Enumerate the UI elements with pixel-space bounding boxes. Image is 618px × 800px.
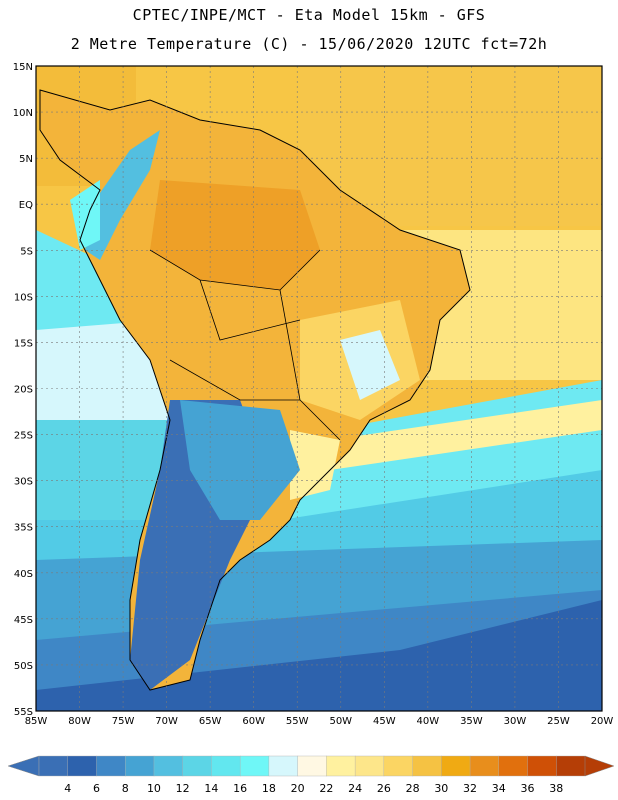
colorbar-label: 4: [64, 782, 71, 795]
colorbar-segment: [556, 755, 586, 777]
lat-label: 30S: [14, 477, 33, 488]
colorbar-segment: [38, 755, 69, 777]
lat-label: 45S: [14, 615, 33, 626]
colorbar-segment: [354, 755, 385, 777]
longitude-labels: 85W 80W 75W 70W 65W 60W 55W 50W 45W 40W 35W 30W 25W 2…: [25, 716, 614, 727]
lat-label: 5N: [19, 154, 33, 165]
map-title-line2: 2 Metre Temperature (C) - 15/06/2020 12U…: [70, 35, 548, 53]
colorbar-label: 22: [319, 782, 333, 795]
colorbar-segment: [527, 755, 557, 777]
lon-label: 35W: [460, 716, 483, 727]
lat-label: 10S: [14, 292, 33, 303]
lon-label: 80W: [68, 716, 91, 727]
colorbar-segments: [7, 755, 615, 777]
lat-label: 15S: [14, 338, 33, 349]
colorbar-segment: [268, 755, 299, 777]
colorbar-label: 18: [262, 782, 276, 795]
colorbar-segment: [125, 755, 155, 777]
colorbar-segment: [383, 755, 414, 777]
colorbar-label: 26: [377, 782, 391, 795]
lat-label: EQ: [19, 200, 33, 211]
colorbar-segment: [326, 755, 356, 777]
lon-label: 65W: [199, 716, 222, 727]
colorbar-segment: [182, 755, 212, 777]
lon-label: 45W: [373, 716, 396, 727]
lat-label: 15N: [13, 62, 33, 73]
lat-label: 5S: [20, 246, 33, 257]
lat-label: 40S: [14, 569, 33, 580]
lat-label: 50S: [14, 661, 33, 672]
lat-label: 10N: [13, 108, 33, 119]
colorbar-label: 30: [434, 782, 448, 795]
lat-label: 20S: [14, 385, 33, 396]
lon-label: 20W: [591, 716, 614, 727]
lon-label: 50W: [329, 716, 352, 727]
lon-label: 60W: [242, 716, 265, 727]
lat-label: 25S: [14, 431, 33, 442]
colorbar-segment: [297, 755, 327, 777]
lon-label: 25W: [547, 716, 570, 727]
lat-label: 35S: [14, 523, 33, 534]
lat-label: 55S: [14, 707, 33, 718]
map-frame: [35, 65, 603, 712]
colorbar-segment: [412, 755, 442, 777]
colorbar-left-arrow: [7, 755, 40, 777]
colorbar-segment: [96, 755, 126, 777]
colorbar-segment: [67, 755, 97, 777]
colorbar-label: 32: [463, 782, 477, 795]
colorbar-segment: [211, 755, 241, 777]
lon-label: 70W: [155, 716, 178, 727]
lon-label: 40W: [417, 716, 440, 727]
map-title-line1: CPTEC/INPE/MCT - Eta Model 15km - GFS: [132, 6, 486, 24]
lon-label: 30W: [504, 716, 527, 727]
colorbar-label: 16: [233, 782, 247, 795]
colorbar-label: 6: [93, 782, 100, 795]
colorbar-label: 20: [291, 782, 305, 795]
lon-label: 85W: [25, 716, 48, 727]
colorbar-label: 36: [521, 782, 535, 795]
temperature-field: [36, 66, 602, 711]
colorbar-label: 24: [348, 782, 362, 795]
colorbar-label: 34: [492, 782, 506, 795]
temperature-colorbar: 4 6 8 10 12 14 16 18 20 22 24 26 28 30 32 34 36 38: [7, 755, 615, 795]
lon-label: 75W: [112, 716, 135, 727]
colorbar-label: 8: [122, 782, 129, 795]
colorbar-label: 12: [176, 782, 190, 795]
colorbar-segment: [469, 755, 500, 777]
colorbar-segment: [153, 755, 184, 777]
temperature-map: 15N 10N 5N EQ 5S 10S 15S 20S 25S 30S 35S 40S 45S 50S 5…: [13, 62, 614, 727]
colorbar-label: 10: [147, 782, 161, 795]
colorbar-segment: [441, 755, 471, 777]
colorbar-right-arrow: [584, 755, 615, 777]
colorbar-labels: 4 6 8 10 12 14 16 18 20 22 24 26 28 30 32 34 36 38: [64, 782, 563, 795]
colorbar-label: 38: [549, 782, 563, 795]
latitude-labels: 15N 10N 5N EQ 5S 10S 15S 20S 25S 30S 35S 40S 45S 50S 5…: [13, 62, 33, 718]
colorbar-segment: [239, 755, 270, 777]
colorbar-label: 14: [204, 782, 218, 795]
colorbar-label: 28: [406, 782, 420, 795]
lon-label: 55W: [286, 716, 309, 727]
colorbar-segment: [498, 755, 529, 777]
